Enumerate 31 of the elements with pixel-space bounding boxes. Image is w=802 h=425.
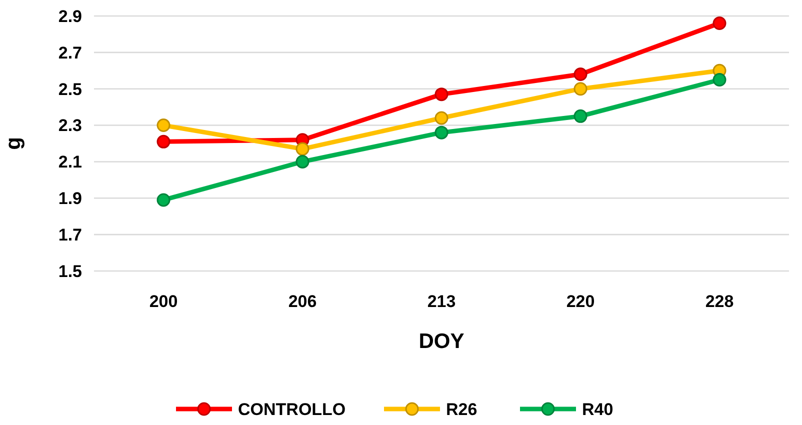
point [434, 111, 448, 125]
point [296, 154, 310, 168]
y-tick-label: 1.5 [58, 262, 82, 281]
x-tick-label: 206 [288, 292, 317, 311]
x-tick-label: 213 [427, 292, 456, 311]
point [156, 193, 170, 207]
x-tick-label: 228 [705, 292, 734, 311]
point [434, 88, 448, 102]
x-axis-title: DOY [418, 330, 464, 353]
legend-label: CONTROLLO [238, 400, 346, 419]
y-tick-label: 2.5 [58, 80, 82, 99]
point [712, 16, 726, 30]
y-tick-label: 2.3 [58, 116, 82, 136]
y-tick-label: 2.1 [58, 152, 82, 172]
point [574, 82, 588, 96]
y-axis-title: g [2, 137, 25, 150]
point [296, 142, 310, 156]
legend-label: R40 [582, 400, 614, 419]
y-tick-label: 2.7 [58, 43, 82, 62]
point [156, 118, 170, 132]
y-tick-label: 1.7 [58, 226, 82, 245]
point [156, 134, 170, 148]
legend-label: R26 [446, 400, 478, 419]
x-tick-label: 220 [566, 292, 595, 311]
x-tick-label: 200 [149, 292, 178, 311]
point [712, 73, 726, 86]
point [434, 126, 448, 140]
y-tick-label: 1.9 [58, 189, 82, 208]
y-tick-label: 2.9 [58, 6, 82, 26]
point [574, 109, 588, 123]
point [574, 68, 588, 82]
